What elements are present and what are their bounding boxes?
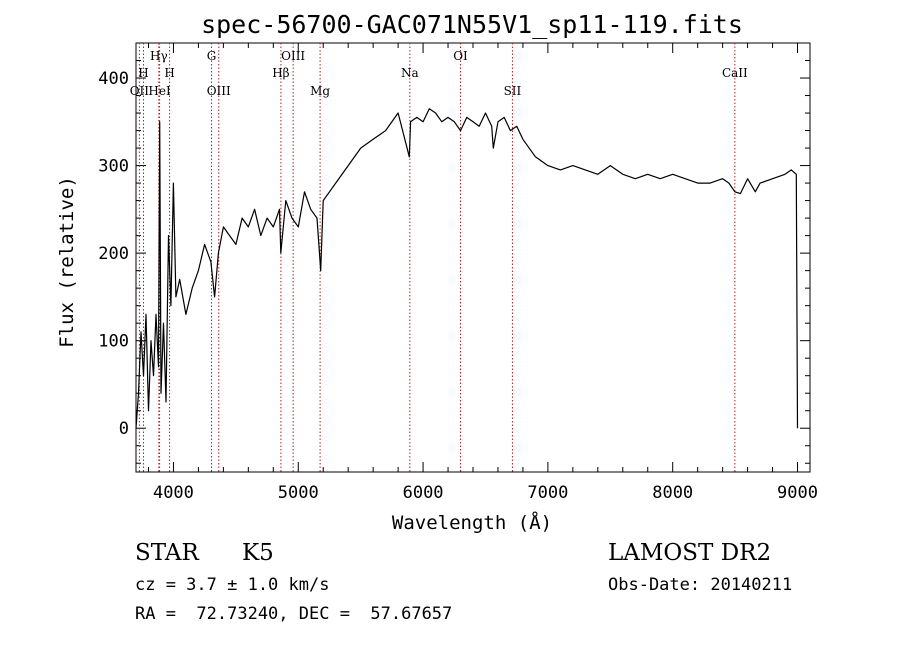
y-tick-label: 300 [98, 157, 129, 177]
line-marker-label: Hβ [272, 66, 289, 80]
object-subclass: K5 [242, 540, 274, 566]
survey-name: LAMOST DR2 [608, 540, 771, 566]
line-marker-label: Mg [310, 84, 330, 98]
x-axis-label: Wavelength (Å) [392, 511, 552, 534]
line-marker-label: OII [130, 84, 150, 98]
redshift-text: cz = 3.7 ± 1.0 km/s [135, 575, 329, 595]
line-marker-label: HeI [148, 84, 171, 98]
x-tick-label: 9000 [777, 483, 818, 503]
object-class: STAR [135, 540, 199, 566]
x-axis: 4000 5000 6000 7000 8000 9000 [147, 43, 818, 503]
y-axis-label: Flux (relative) [56, 176, 78, 348]
line-marker-label: OI [453, 49, 468, 63]
x-tick-label: 7000 [527, 483, 568, 503]
line-marker-label: SII [504, 84, 522, 98]
x-tick-label: 6000 [403, 483, 444, 503]
y-tick-label: 400 [98, 69, 129, 89]
x-tick-label: 4000 [153, 483, 194, 503]
line-marker-label: Na [401, 66, 419, 80]
line-marker-label: OIII [281, 49, 305, 63]
x-tick-label: 5000 [278, 483, 319, 503]
coordinates: RA = 72.73240, DEC = 57.67657 [135, 604, 452, 624]
line-marker-label: Hγ [150, 49, 168, 63]
line-marker-label: H [164, 66, 174, 80]
x-tick-label: 8000 [652, 483, 693, 503]
spectrum-series [135, 108, 799, 429]
y-axis: 0 100 200 300 400 [98, 42, 810, 464]
y-tick-label: 0 [119, 419, 129, 439]
obs-date: Obs-Date: 20140211 [608, 575, 792, 595]
line-marker-label: H [138, 66, 148, 80]
line-marker-label: G [207, 49, 217, 63]
line-marker-label: OIII [207, 84, 231, 98]
line-marker-label: CaII [722, 66, 748, 80]
plot-frame [135, 42, 811, 473]
chart-title: spec-56700-GAC071N55V1_sp11-119.fits [201, 10, 743, 39]
y-tick-label: 100 [98, 332, 129, 352]
spectrum-line [135, 108, 799, 429]
y-tick-label: 200 [98, 244, 129, 264]
